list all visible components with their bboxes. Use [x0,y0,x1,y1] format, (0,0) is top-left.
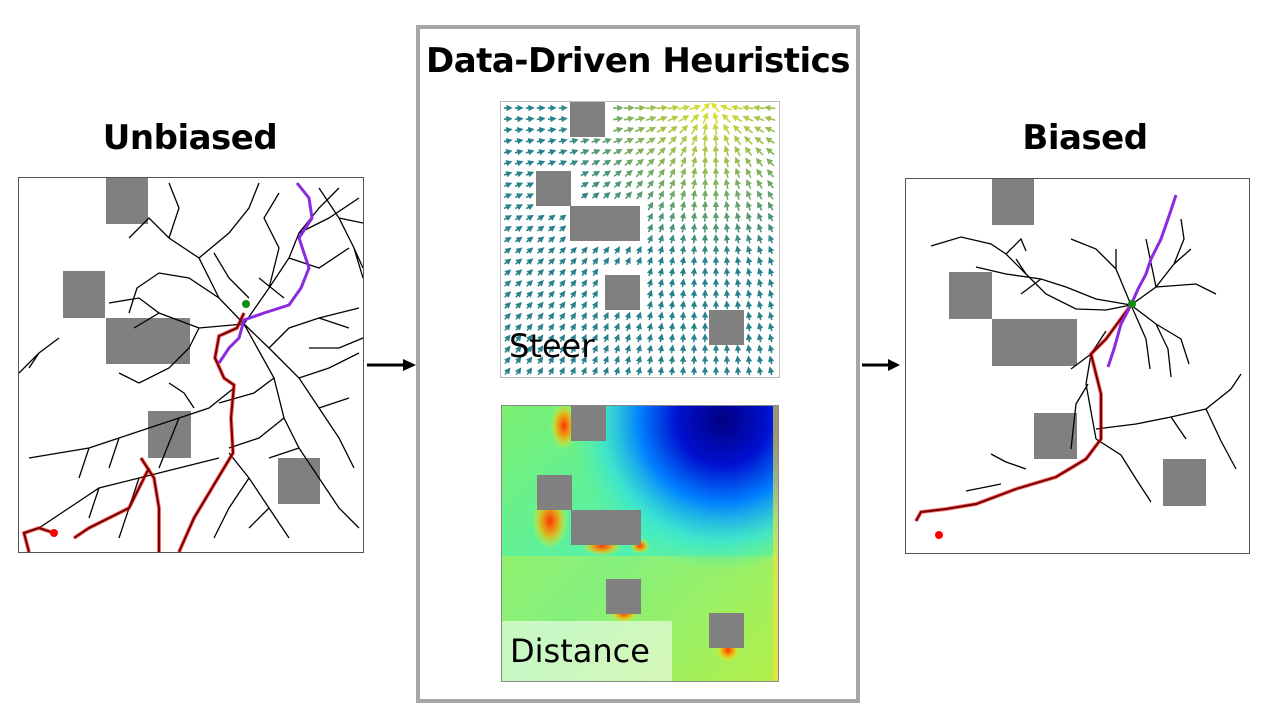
unbiased-tree-panel [18,177,364,553]
tree-edges [19,182,363,539]
start-goal-path [914,303,1133,522]
obstacles [949,179,1206,506]
start-point [935,531,943,539]
goal-point [1128,300,1136,308]
obstacles [63,178,320,504]
start-point [50,529,58,537]
data-driven-heuristics-box: Data-Driven Heuristics Steer [416,25,860,703]
goal-point [242,300,250,308]
arrow-right-icon [862,357,902,377]
title-biased: Biased [1022,118,1148,158]
obstacles [536,102,744,345]
goal-branch-path [217,182,314,364]
distance-heatmap-panel: Distance [501,405,779,682]
steer-vector-field [503,102,776,376]
unbiased-tree-plot [19,178,363,552]
biased-tree-panel [905,178,1250,554]
arrow-right-icon [367,357,417,377]
steer-label: Steer [509,327,595,365]
title-unbiased: Unbiased [102,118,278,158]
tree-edges [930,218,1242,503]
goal-branch-path [1106,194,1178,368]
obstacles [537,406,744,648]
distance-label: Distance [510,632,650,670]
biased-tree-plot [914,179,1242,539]
distance-heatmap [502,406,778,681]
start-goal-path [21,312,246,552]
title-data-driven-heuristics: Data-Driven Heuristics [425,41,851,81]
steer-heatmap-panel: Steer [500,101,780,378]
